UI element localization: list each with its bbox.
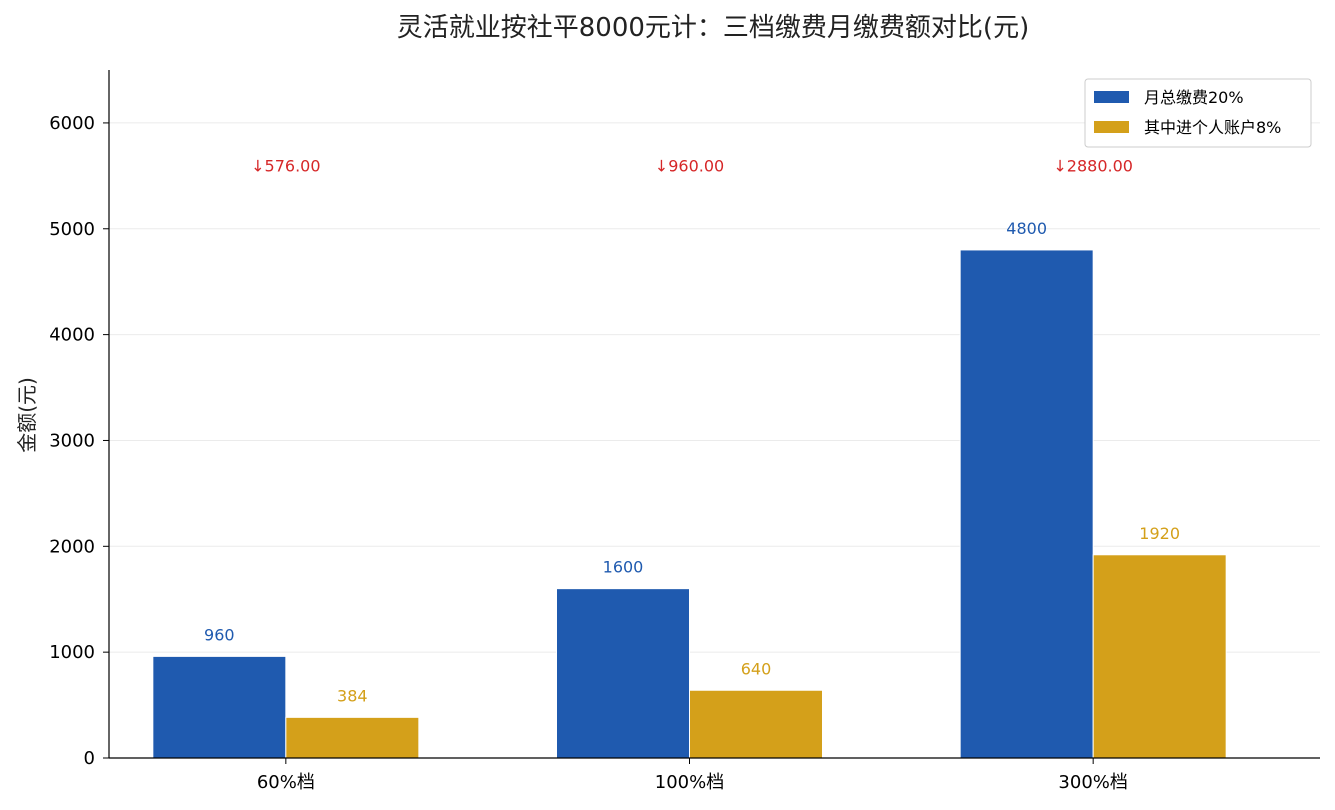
y-tick-label: 1000 xyxy=(49,642,95,663)
bar xyxy=(1092,554,1227,759)
y-tick-label: 0 xyxy=(84,748,95,769)
data-labels: 960 384 1600 640 4800 1920 ↓576.00 ↓960.00 ↓2880… xyxy=(204,156,1180,705)
axes: 0 1000 2000 3000 4000 5000 6000 60%档 100%档 300%档 xyxy=(49,70,1320,793)
x-tick-label: 100%档 xyxy=(655,772,724,793)
bar xyxy=(152,655,287,759)
data-label: 960 xyxy=(204,625,235,644)
legend-swatch xyxy=(1094,121,1129,133)
legend-swatch xyxy=(1094,91,1129,103)
bar xyxy=(556,588,690,759)
bar xyxy=(285,716,420,759)
annotation: ↓2880.00 xyxy=(1053,156,1133,175)
y-axis-label: 金额(元) xyxy=(15,377,39,453)
annotation: ↓960.00 xyxy=(655,156,724,175)
bars xyxy=(152,249,1227,759)
data-label: 640 xyxy=(741,659,772,678)
y-tick-label: 5000 xyxy=(49,219,95,240)
y-tick-label: 3000 xyxy=(49,430,95,451)
data-label: 4800 xyxy=(1006,219,1047,238)
data-label: 1920 xyxy=(1139,524,1180,543)
legend: 月总缴费20% 其中进个人账户8% xyxy=(1084,78,1312,148)
annotation: ↓576.00 xyxy=(251,156,320,175)
legend-box xyxy=(1084,78,1312,148)
chart-title: 灵活就业按社平8000元计：三档缴费月缴费额对比(元) xyxy=(397,13,1029,43)
y-tick-label: 6000 xyxy=(49,113,95,134)
data-label: 384 xyxy=(337,686,368,705)
bar xyxy=(689,689,823,759)
bar xyxy=(959,249,1094,759)
y-tick-label: 4000 xyxy=(49,325,95,346)
x-tick-label: 300%档 xyxy=(1058,772,1127,793)
x-tick-label: 60%档 xyxy=(257,772,315,793)
y-tick-label: 2000 xyxy=(49,536,95,557)
data-label: 1600 xyxy=(603,558,644,577)
legend-label: 月总缴费20% xyxy=(1144,88,1244,107)
legend-label: 其中进个人账户8% xyxy=(1144,118,1281,137)
